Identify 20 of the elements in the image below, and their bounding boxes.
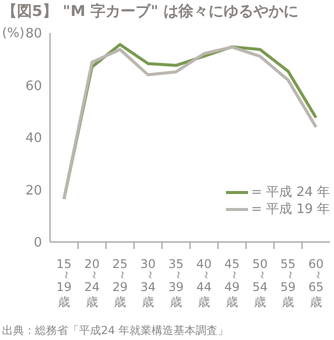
x-tick-label: 25～29歳 — [112, 257, 130, 309]
y-tick-label: 60 — [25, 78, 42, 94]
x-tick-label: 20～24歳 — [84, 257, 102, 309]
y-tick-label: 40 — [25, 131, 42, 146]
legend-label: = 平成 24 年 — [251, 184, 330, 201]
x-tick-label: 45～49歳 — [224, 257, 242, 309]
y-tick-label: 80 — [25, 26, 42, 42]
x-tick-label: 30～34歳 — [140, 257, 158, 309]
x-tick-label: 40～44歳 — [196, 257, 214, 309]
y-tick-label: 0 — [34, 236, 42, 251]
y-axis-title: (%) — [2, 26, 24, 41]
x-tick-label: 15～19歳 — [56, 257, 74, 309]
legend-label: = 平成 19 年 — [251, 201, 330, 218]
x-tick-label: 35～39歳 — [168, 257, 186, 309]
source-note: 出典：総務省「平成24 年就業構造基本調査」 — [2, 323, 228, 338]
x-tick-label: 50～54歳 — [252, 257, 270, 309]
x-tick-label: 60～65歳 — [308, 257, 326, 309]
x-tick-label: 55～59歳 — [280, 257, 298, 309]
y-tick-label: 20 — [25, 183, 42, 198]
chart-title: 【図5】 "M 字カーブ" は徐々にゆるやかに — [2, 2, 299, 21]
